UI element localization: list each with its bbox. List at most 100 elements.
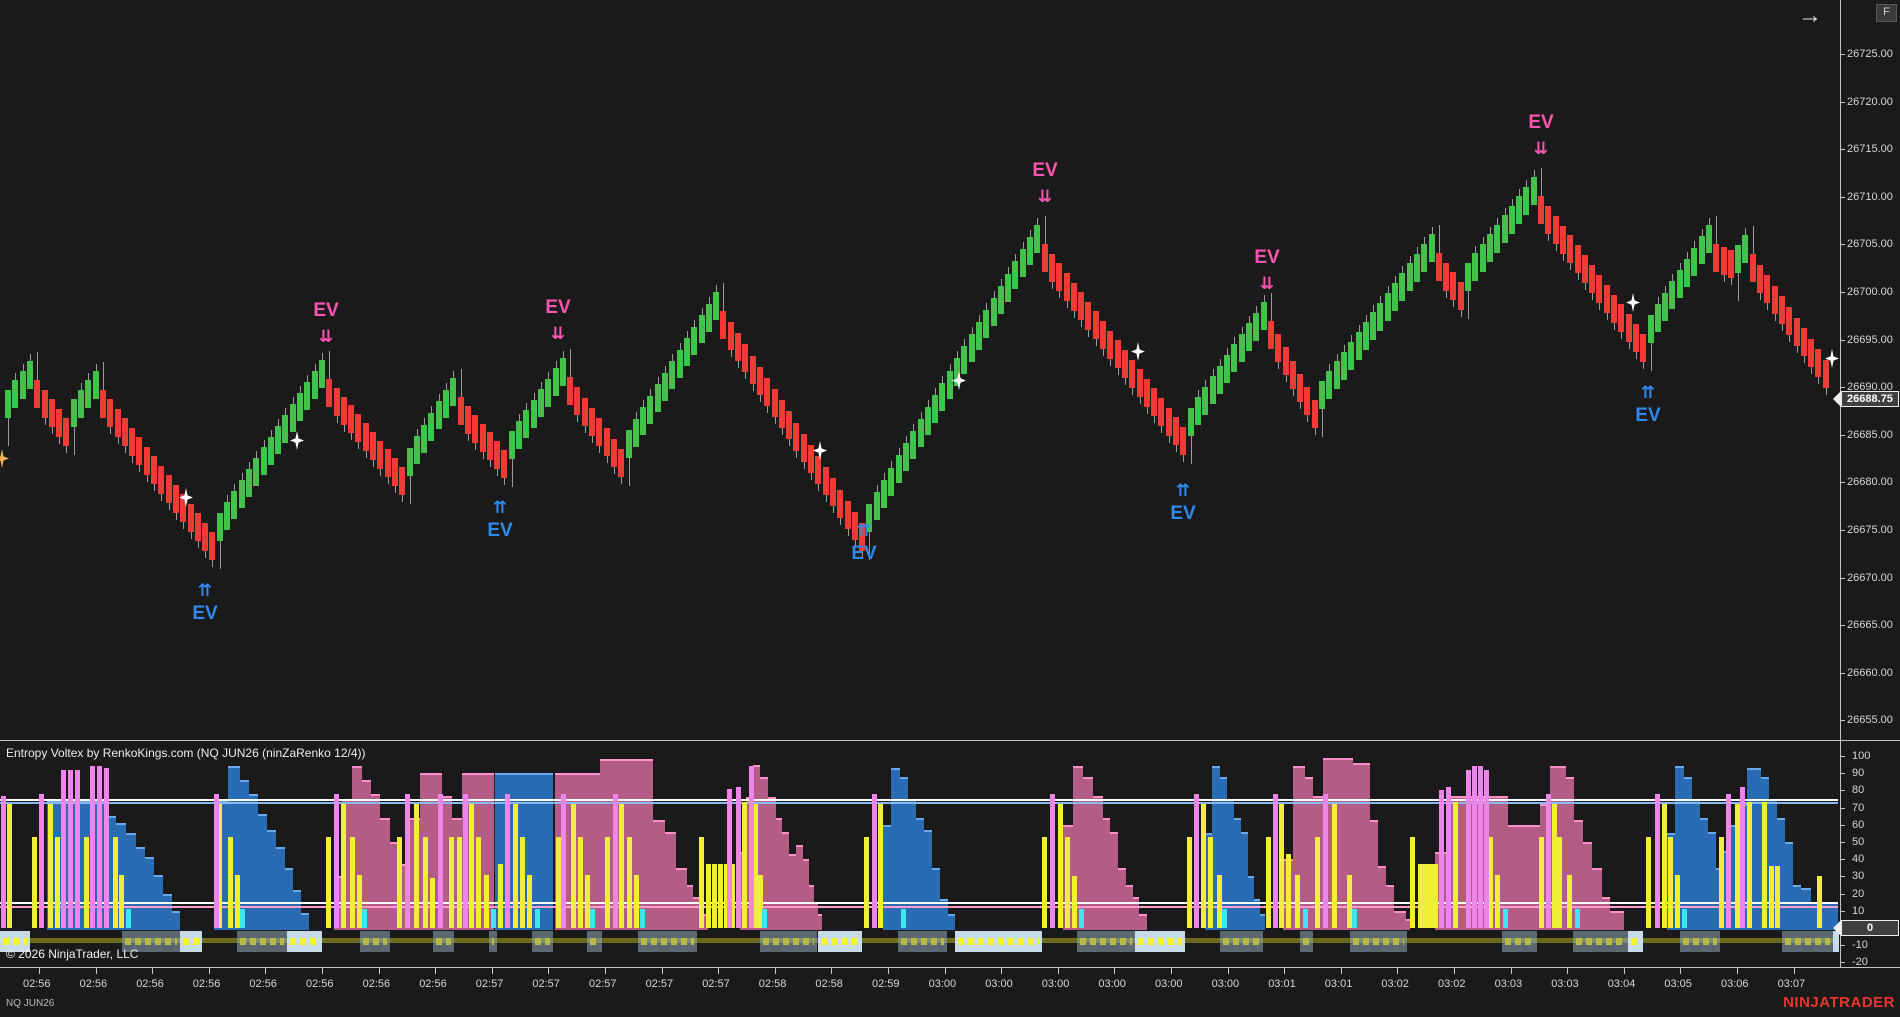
candle-up xyxy=(245,469,252,498)
candle-up xyxy=(1494,224,1501,253)
candle-up xyxy=(1005,273,1012,302)
voltex-area-blue xyxy=(258,814,267,930)
voltex-bar-yellow xyxy=(513,804,518,928)
time-axis-tick xyxy=(831,968,833,974)
signal-strip-box xyxy=(1350,931,1407,952)
voltex-area-pink xyxy=(768,797,776,930)
time-axis-label: 02:57 xyxy=(589,978,617,990)
voltex-bar-cyan xyxy=(535,909,540,928)
signal-strip-box-active xyxy=(287,931,322,952)
candle-up xyxy=(691,326,698,355)
voltex-bar-yellow xyxy=(469,804,474,928)
voltex-bar-yellow xyxy=(32,836,37,928)
time-axis-label: 03:03 xyxy=(1551,978,1579,990)
signal-strip-box xyxy=(638,931,697,952)
voltex-bar-yellow xyxy=(718,864,723,928)
candle-up xyxy=(289,403,296,432)
candle-down xyxy=(165,475,172,504)
candle-up xyxy=(5,390,11,418)
voltex-bar-yellow xyxy=(414,804,419,928)
panel-divider xyxy=(0,740,1900,741)
candle-up xyxy=(1479,243,1486,272)
candle-down xyxy=(1450,272,1457,301)
voltex-area-pink xyxy=(399,864,408,930)
candle-down xyxy=(1085,301,1092,330)
candle-down xyxy=(34,380,41,408)
candle-up xyxy=(910,431,917,460)
voltex-bar-cyan xyxy=(1222,909,1227,928)
time-axis-tick xyxy=(1340,968,1342,974)
candle-down xyxy=(1143,378,1150,407)
voltex-area-blue xyxy=(107,816,116,930)
candle-down xyxy=(187,503,194,532)
candle-down xyxy=(574,387,581,416)
candle-down xyxy=(1136,369,1143,398)
time-axis-label: 03:00 xyxy=(1098,978,1126,990)
time-axis-tick xyxy=(718,968,720,974)
candle-down xyxy=(1757,264,1763,293)
price-axis-tick xyxy=(1840,434,1845,436)
voltex-bar-cyan xyxy=(491,909,496,928)
signal-strip-squares xyxy=(1303,938,1310,945)
voltex-area-pink xyxy=(380,817,390,930)
candle-up xyxy=(1012,261,1019,290)
price-axis-label: 26710.00 xyxy=(1847,190,1893,203)
candle-up xyxy=(902,443,909,472)
signal-strip-squares xyxy=(183,938,199,945)
time-axis-label: 03:02 xyxy=(1438,978,1466,990)
candle-up xyxy=(231,491,238,520)
candle-down xyxy=(362,423,369,451)
indicator-axis-label: 20 xyxy=(1852,887,1865,900)
candle-down xyxy=(815,456,822,485)
voltex-bar-violet xyxy=(727,788,732,928)
voltex-area-pink xyxy=(796,845,803,930)
candle-down xyxy=(1822,360,1829,388)
voltex-area-blue xyxy=(301,912,309,930)
voltex-bar-cyan xyxy=(1303,909,1308,928)
candle-down xyxy=(793,422,800,451)
price-chart-pane[interactable]: EV ⇊ EV ⇊ EV ⇊ EV ⇊ EV ⇊ ⇈ EV ⇈ EV ⇈ EV ⇈ EV ⇈ EV xyxy=(0,0,1840,740)
voltex-bar-yellow xyxy=(498,864,503,928)
voltex-area-pink xyxy=(390,842,399,930)
voltex-bar-yellow xyxy=(527,874,532,928)
voltex-bar-violet xyxy=(1655,793,1660,928)
signal-strip-box xyxy=(1220,931,1263,952)
candle-down xyxy=(1282,347,1289,376)
price-axis-tick xyxy=(1840,720,1845,722)
voltex-area-pink xyxy=(1103,817,1110,930)
ev-sell-arrow-icon: ⇊ xyxy=(1037,187,1053,206)
time-axis[interactable]: 02:56 02:56 02:56 02:56 02:56 02:56 02:56 02:56… xyxy=(0,967,1900,997)
focus-button[interactable]: F xyxy=(1876,4,1897,22)
candle-down xyxy=(1048,253,1055,282)
voltex-bar-yellow xyxy=(1042,836,1047,928)
candle-down xyxy=(107,399,114,428)
signal-strip-box-active xyxy=(1833,931,1839,952)
time-axis-label: 03:06 xyxy=(1721,978,1749,990)
signal-strip-box xyxy=(360,931,390,952)
voltex-area-pink xyxy=(803,859,809,930)
price-axis[interactable]: 26725.00 26720.00 26715.00 26710.00 26705.00… xyxy=(1840,0,1900,968)
price-axis-tick xyxy=(1840,482,1845,484)
instrument-tab[interactable]: NQ JUN26 xyxy=(6,998,55,1009)
candle-up xyxy=(895,455,902,484)
signal-strip-box xyxy=(1077,931,1135,952)
indicator-axis-label: 50 xyxy=(1852,836,1865,848)
indicator-axis-label: 100 xyxy=(1852,750,1871,762)
entropy-voltex-pane[interactable] xyxy=(0,740,1840,967)
voltex-bar-yellow xyxy=(1747,802,1752,928)
voltex-bar-yellow xyxy=(753,804,758,928)
scroll-to-latest-arrow-icon[interactable]: → xyxy=(1798,2,1822,29)
candle-down xyxy=(1808,338,1815,367)
voltex-bar-yellow xyxy=(1266,836,1271,928)
time-axis-tick xyxy=(1454,968,1455,974)
voltex-area-blue xyxy=(932,867,940,930)
price-axis-label: 26685.00 xyxy=(1847,428,1893,441)
time-axis-tick xyxy=(1623,968,1625,974)
candle-down xyxy=(1304,386,1311,415)
candle-down xyxy=(1443,262,1450,291)
voltex-bar-yellow xyxy=(48,804,53,928)
voltex-bar-yellow xyxy=(430,878,435,928)
voltex-area-blue xyxy=(1708,831,1716,930)
candle-down xyxy=(63,418,70,446)
candle-down xyxy=(370,431,376,460)
